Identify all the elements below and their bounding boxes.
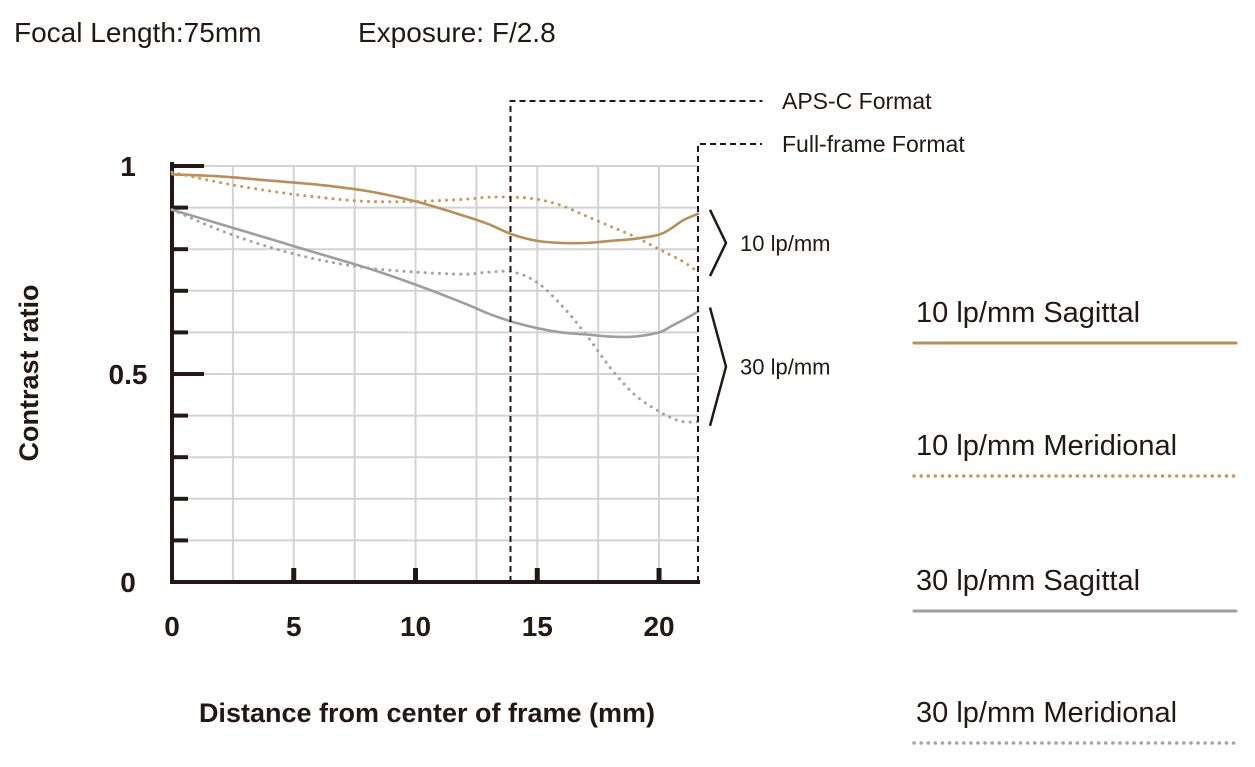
- y-tick-label: 0: [120, 567, 136, 598]
- group-label: 30 lp/mm: [740, 355, 830, 380]
- legend-item: 30 lp/mm Sagittal: [912, 565, 1238, 613]
- legend-label: 10 lp/mm Sagittal: [916, 297, 1140, 329]
- y-tick-label: 0.5: [109, 359, 148, 390]
- legend-item: 30 lp/mm Meridional: [912, 697, 1238, 745]
- format-marker-line: [509, 100, 763, 582]
- format-marker-label: APS-C Format: [782, 88, 932, 114]
- legend-item: 10 lp/mm Sagittal: [912, 297, 1238, 345]
- series-line-30-lp-mm-sagittal: [170, 208, 700, 339]
- legend-label: 30 lp/mm Sagittal: [916, 565, 1140, 597]
- exposure-text: Exposure: F/2.8: [358, 17, 556, 48]
- focal-length-text: Focal Length:75mm: [14, 17, 261, 48]
- x-tick-label: 10: [400, 611, 431, 642]
- legend: 10 lp/mm Sagittal 10 lp/mm Meridional 30 l…: [912, 297, 1238, 745]
- y-tick-label: 1: [120, 151, 136, 182]
- format-marker-line: [697, 143, 762, 582]
- group-bracket: [708, 209, 728, 277]
- format-marker-label: Full-frame Format: [782, 131, 965, 157]
- series-lines: [170, 170, 700, 424]
- legend-label: 10 lp/mm Meridional: [916, 430, 1177, 462]
- legend-label: 30 lp/mm Meridional: [916, 697, 1177, 729]
- x-tick-label: 15: [522, 611, 553, 642]
- x-tick-label: 5: [286, 611, 302, 642]
- x-axis-title: Distance from center of frame (mm): [199, 698, 655, 728]
- series-line-30-lp-mm-meridional: [170, 208, 700, 424]
- legend-item: 10 lp/mm Meridional: [912, 430, 1238, 478]
- series-line-10-lp-mm-sagittal: [170, 173, 700, 245]
- y-axis-title: Contrast ratio: [14, 284, 44, 461]
- grid: [172, 165, 698, 582]
- series-line-10-lp-mm-meridional: [170, 170, 700, 274]
- group-bracket: [708, 307, 728, 427]
- x-tick-label: 0: [164, 611, 180, 642]
- group-label: 10 lp/mm: [740, 231, 830, 256]
- x-tick-label: 20: [643, 611, 674, 642]
